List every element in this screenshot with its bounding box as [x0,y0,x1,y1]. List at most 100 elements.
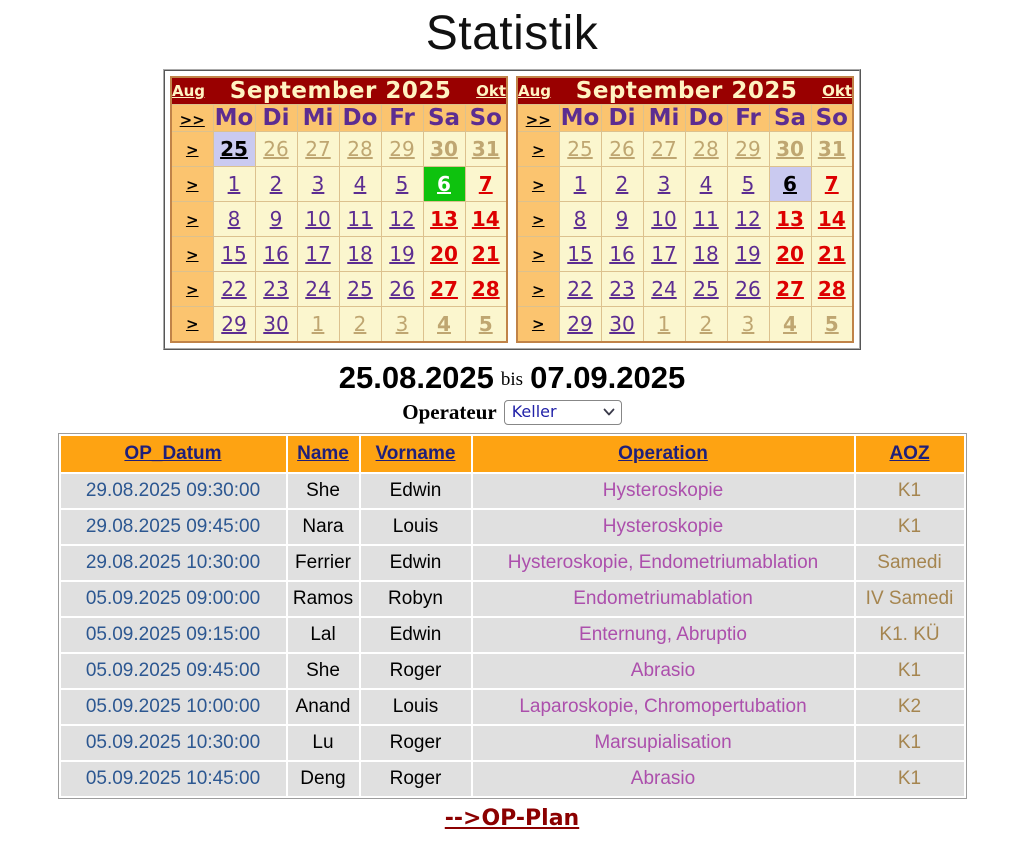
day-link-15[interactable]: 15 [221,242,247,266]
day-link-9[interactable]: 9 [615,207,629,231]
day-link-2[interactable]: 2 [699,311,713,336]
day-link-31[interactable]: 31 [817,137,846,161]
select-week-link[interactable]: > [185,140,199,159]
day-link-14[interactable]: 14 [817,207,846,231]
day-link-6[interactable]: 6 [437,172,451,196]
next-month-link[interactable]: Okt [822,82,852,100]
day-link-12[interactable]: 12 [735,207,761,231]
day-link-25[interactable]: 25 [693,277,719,301]
day-link-19[interactable]: 19 [735,242,761,266]
day-link-13[interactable]: 13 [776,207,804,231]
day-link-11[interactable]: 11 [347,207,373,231]
select-week-link[interactable]: > [531,175,545,194]
day-link-10[interactable]: 10 [651,207,677,231]
day-link-19[interactable]: 19 [389,242,415,266]
day-link-1[interactable]: 1 [311,311,325,336]
day-link-22[interactable]: 22 [221,277,247,301]
day-link-4[interactable]: 4 [353,172,367,196]
day-link-3[interactable]: 3 [657,172,671,196]
select-week-link[interactable]: > [185,210,199,229]
day-link-6[interactable]: 6 [783,172,797,196]
day-link-7[interactable]: 7 [478,172,493,196]
day-link-2[interactable]: 2 [269,172,283,196]
day-link-8[interactable]: 8 [227,207,241,231]
select-week-link[interactable]: > [531,245,545,264]
day-link-17[interactable]: 17 [651,242,677,266]
day-link-24[interactable]: 24 [305,277,331,301]
day-link-31[interactable]: 31 [471,137,500,161]
day-link-27[interactable]: 27 [651,137,677,161]
select-week-link[interactable]: > [531,280,545,299]
day-link-1[interactable]: 1 [227,172,241,196]
op-plan-link[interactable]: -->OP-Plan [444,805,580,831]
day-link-27[interactable]: 27 [305,137,331,161]
select-week-link[interactable]: > [531,315,545,334]
select-all-weeks-link[interactable]: >> [525,111,551,129]
prev-month-link[interactable]: Aug [518,82,552,100]
day-link-30[interactable]: 30 [776,137,804,161]
col-header-link-name[interactable]: Name [297,442,349,464]
day-link-3[interactable]: 3 [741,311,755,336]
day-link-7[interactable]: 7 [824,172,839,196]
day-link-29[interactable]: 29 [735,137,761,161]
day-link-12[interactable]: 12 [389,207,415,231]
day-link-29[interactable]: 29 [221,311,247,336]
day-link-29[interactable]: 29 [567,311,593,336]
day-link-29[interactable]: 29 [389,137,415,161]
day-link-13[interactable]: 13 [430,207,458,231]
day-link-20[interactable]: 20 [430,242,458,266]
day-link-26[interactable]: 26 [389,277,415,301]
day-link-26[interactable]: 26 [735,277,761,301]
day-link-25[interactable]: 25 [347,277,373,301]
day-link-28[interactable]: 28 [693,137,719,161]
prev-month-link[interactable]: Aug [172,82,206,100]
select-week-link[interactable]: > [531,210,545,229]
col-header-link-vorname[interactable]: Vorname [375,442,456,464]
day-link-9[interactable]: 9 [269,207,283,231]
select-week-link[interactable]: > [185,280,199,299]
day-link-25[interactable]: 25 [220,137,248,161]
select-all-weeks-link[interactable]: >> [179,111,205,129]
day-link-5[interactable]: 5 [478,311,493,336]
day-link-18[interactable]: 18 [693,242,719,266]
day-link-22[interactable]: 22 [567,277,593,301]
day-link-1[interactable]: 1 [573,172,587,196]
next-month-link[interactable]: Okt [476,82,506,100]
day-link-28[interactable]: 28 [347,137,373,161]
select-week-link[interactable]: > [185,175,199,194]
day-link-4[interactable]: 4 [437,311,451,336]
day-link-28[interactable]: 28 [471,277,500,301]
day-link-18[interactable]: 18 [347,242,373,266]
day-link-30[interactable]: 30 [430,137,458,161]
day-link-27[interactable]: 27 [430,277,458,301]
day-link-2[interactable]: 2 [615,172,629,196]
day-link-14[interactable]: 14 [471,207,500,231]
day-link-21[interactable]: 21 [817,242,846,266]
day-link-8[interactable]: 8 [573,207,587,231]
day-link-4[interactable]: 4 [783,311,797,336]
col-header-link-aoz[interactable]: AOZ [889,442,930,464]
day-link-30[interactable]: 30 [263,311,289,336]
day-link-15[interactable]: 15 [567,242,593,266]
day-link-21[interactable]: 21 [471,242,500,266]
day-link-23[interactable]: 23 [609,277,635,301]
day-link-4[interactable]: 4 [699,172,713,196]
day-link-10[interactable]: 10 [305,207,331,231]
day-link-26[interactable]: 26 [609,137,635,161]
day-link-23[interactable]: 23 [263,277,289,301]
day-link-26[interactable]: 26 [263,137,289,161]
day-link-27[interactable]: 27 [776,277,804,301]
day-link-16[interactable]: 16 [609,242,635,266]
day-link-1[interactable]: 1 [657,311,671,336]
day-link-3[interactable]: 3 [395,311,409,336]
day-link-24[interactable]: 24 [651,277,677,301]
day-link-17[interactable]: 17 [305,242,331,266]
select-week-link[interactable]: > [185,245,199,264]
day-link-11[interactable]: 11 [693,207,719,231]
select-week-link[interactable]: > [185,315,199,334]
day-link-16[interactable]: 16 [263,242,289,266]
day-link-20[interactable]: 20 [776,242,804,266]
day-link-5[interactable]: 5 [824,311,839,336]
day-link-5[interactable]: 5 [741,172,755,196]
day-link-30[interactable]: 30 [609,311,635,336]
